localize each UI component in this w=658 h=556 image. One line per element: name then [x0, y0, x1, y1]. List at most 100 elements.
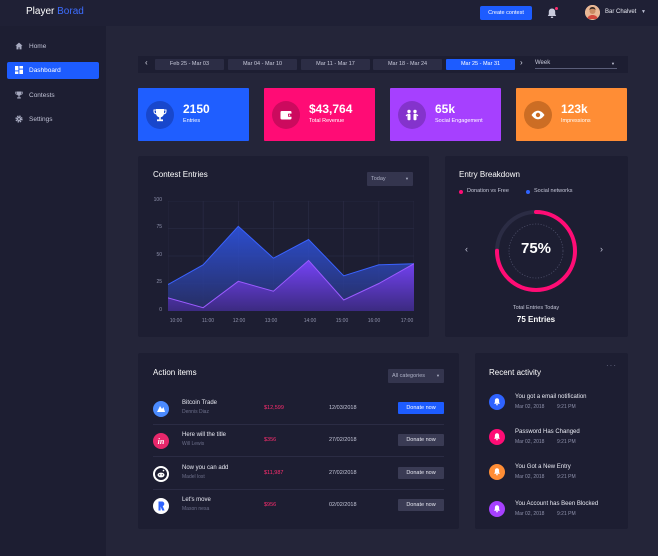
donate-now-button[interactable]: Donate now — [398, 499, 444, 511]
activity-item[interactable]: Password Has Changed Mar 02, 2018 9:21 P… — [475, 425, 627, 455]
date-range-button-active[interactable]: Mar 25 - Mar 31 — [446, 59, 515, 70]
activity-time: 9:21 PM — [557, 511, 576, 517]
chevron-down-icon: ▼ — [436, 373, 440, 378]
chevron-down-icon: ▼ — [611, 61, 615, 66]
sidebar-item-home[interactable]: Home — [7, 38, 99, 55]
reddit-logo-icon — [153, 466, 169, 482]
entry-breakdown-ring — [495, 210, 577, 292]
period-select[interactable]: Week ▼ — [535, 60, 617, 69]
x-tick-label: 15:00 — [335, 318, 349, 324]
activity-time: 9:21 PM — [557, 404, 576, 410]
date-range-button[interactable]: Mar 04 - Mar 10 — [228, 59, 297, 70]
brand-logo[interactable]: Player Borad — [26, 6, 84, 17]
row-title: Here will the title — [182, 432, 227, 438]
time-filter-select[interactable]: Today ▼ — [367, 172, 413, 186]
ring-progress-arc — [495, 210, 577, 292]
row-date: 02/02/2018 — [329, 502, 357, 508]
stat-card-social[interactable]: 65k Social Engagement — [390, 88, 501, 141]
y-tick-label: 50 — [156, 252, 162, 258]
people-icon — [398, 101, 426, 129]
contest-entries-chart — [168, 201, 414, 311]
entry-breakdown-card — [445, 156, 628, 337]
row-price: $956 — [264, 502, 277, 508]
divider — [153, 489, 444, 490]
more-options-icon[interactable]: ··· — [606, 361, 617, 370]
activity-item[interactable]: You got a email notification Mar 02, 201… — [475, 390, 627, 420]
trophy-icon — [15, 91, 23, 99]
legend-label: Social networks — [534, 188, 573, 194]
total-entries-value: 75 Entries — [516, 315, 556, 324]
user-name[interactable]: Bar Chalvet — [605, 9, 637, 15]
row-title: Let's move — [182, 497, 211, 503]
x-tick-label: 16:00 — [367, 318, 381, 324]
sidebar-item-settings[interactable]: Settings — [7, 111, 99, 128]
activity-date: Mar 02, 2018 — [515, 404, 545, 410]
x-tick-label: 12:00 — [232, 318, 246, 324]
stat-card-impressions[interactable]: 123k Impressions — [516, 88, 627, 141]
invision-logo-icon: in — [153, 433, 169, 449]
x-tick-label: 11:00 — [201, 318, 215, 324]
table-row[interactable]: Let's move Mason nesa $956 02/02/2018 Do… — [138, 490, 459, 522]
percent-value: 75% — [520, 240, 552, 257]
table-row[interactable]: Now you can add Madel lost $11,987 27/02… — [138, 458, 459, 490]
activity-date: Mar 02, 2018 — [515, 511, 545, 517]
stat-label: Entries — [183, 118, 201, 124]
total-entries-label: Total Entries Today — [512, 305, 560, 311]
x-tick-label: 10:00 — [169, 318, 183, 324]
activity-item[interactable]: You Got a New Entry Mar 02, 2018 9:21 PM — [475, 460, 627, 490]
chevron-right-icon[interactable]: › — [520, 58, 523, 67]
chevron-down-icon: ▼ — [405, 176, 409, 181]
activity-date: Mar 02, 2018 — [515, 439, 545, 445]
sidebar — [0, 26, 106, 556]
chevron-left-icon[interactable]: ‹ — [145, 58, 148, 67]
date-range-button[interactable]: Mar 11 - Mar 17 — [301, 59, 370, 70]
date-range-button[interactable]: Feb 25 - Mar 03 — [155, 59, 224, 70]
svg-text:in: in — [158, 437, 165, 446]
bell-icon — [489, 429, 505, 445]
card-title: Entry Breakdown — [459, 170, 520, 179]
stat-card-entries[interactable]: 2150 Entries — [138, 88, 249, 141]
row-subtitle: Madel lost — [182, 474, 205, 480]
donate-now-button[interactable]: Donate now — [398, 402, 444, 414]
chevron-right-icon[interactable]: › — [600, 244, 603, 254]
table-row[interactable]: in Here will the title Will Lewis $356 2… — [138, 425, 459, 457]
row-title: Bitcoin Trade — [182, 400, 218, 406]
table-row[interactable]: Bitcoin Trade Dennis Diaz $12,599 12/03/… — [138, 393, 459, 425]
row-subtitle: Dennis Diaz — [182, 409, 209, 415]
x-tick-label: 17:00 — [400, 318, 414, 324]
card-title: Recent activity — [489, 368, 542, 377]
activity-item[interactable]: You Account has Been Blocked Mar 02, 201… — [475, 497, 627, 527]
stat-value: 65k — [435, 102, 456, 116]
series-2-line — [168, 259, 414, 309]
stat-value: 123k — [561, 102, 588, 116]
date-range-button[interactable]: Mar 18 - Mar 24 — [373, 59, 442, 70]
series-2-area — [168, 260, 414, 311]
stat-value: $43,764 — [309, 102, 353, 116]
activity-date: Mar 02, 2018 — [515, 474, 545, 480]
sidebar-item-label: Home — [29, 43, 47, 50]
row-price: $11,987 — [264, 470, 284, 476]
category-filter-select[interactable]: All categories ▼ — [388, 369, 444, 383]
stat-label: Total Revenue — [309, 118, 345, 124]
sidebar-item-dashboard[interactable]: Dashboard — [7, 62, 99, 79]
activity-title: You Account has Been Blocked — [515, 501, 599, 507]
row-date: 27/02/2018 — [329, 437, 357, 443]
donate-now-button[interactable]: Donate now — [398, 434, 444, 446]
stat-card-revenue[interactable]: $43,764 Total Revenue — [264, 88, 375, 141]
user-avatar[interactable] — [585, 5, 600, 20]
brand-r-logo-icon — [153, 498, 169, 514]
chevron-left-icon[interactable]: ‹ — [465, 244, 468, 254]
chevron-down-icon[interactable]: ▼ — [641, 9, 646, 15]
row-date: 27/02/2018 — [329, 470, 357, 476]
notification-bell-icon[interactable] — [545, 6, 559, 20]
row-subtitle: Will Lewis — [182, 441, 205, 447]
activity-title: You got a email notification — [515, 394, 587, 400]
x-tick-label: 13:00 — [264, 318, 278, 324]
row-price: $12,599 — [264, 405, 284, 411]
date-range-bar: ‹ Feb 25 - Mar 03 Mar 04 - Mar 10 Mar 11… — [138, 56, 628, 73]
dashboard-icon — [15, 66, 23, 74]
sidebar-item-contests[interactable]: Contests — [7, 87, 99, 104]
create-contest-button[interactable]: Create contest — [480, 6, 532, 20]
donate-now-button[interactable]: Donate now — [398, 467, 444, 479]
stat-label: Impressions — [561, 118, 591, 124]
